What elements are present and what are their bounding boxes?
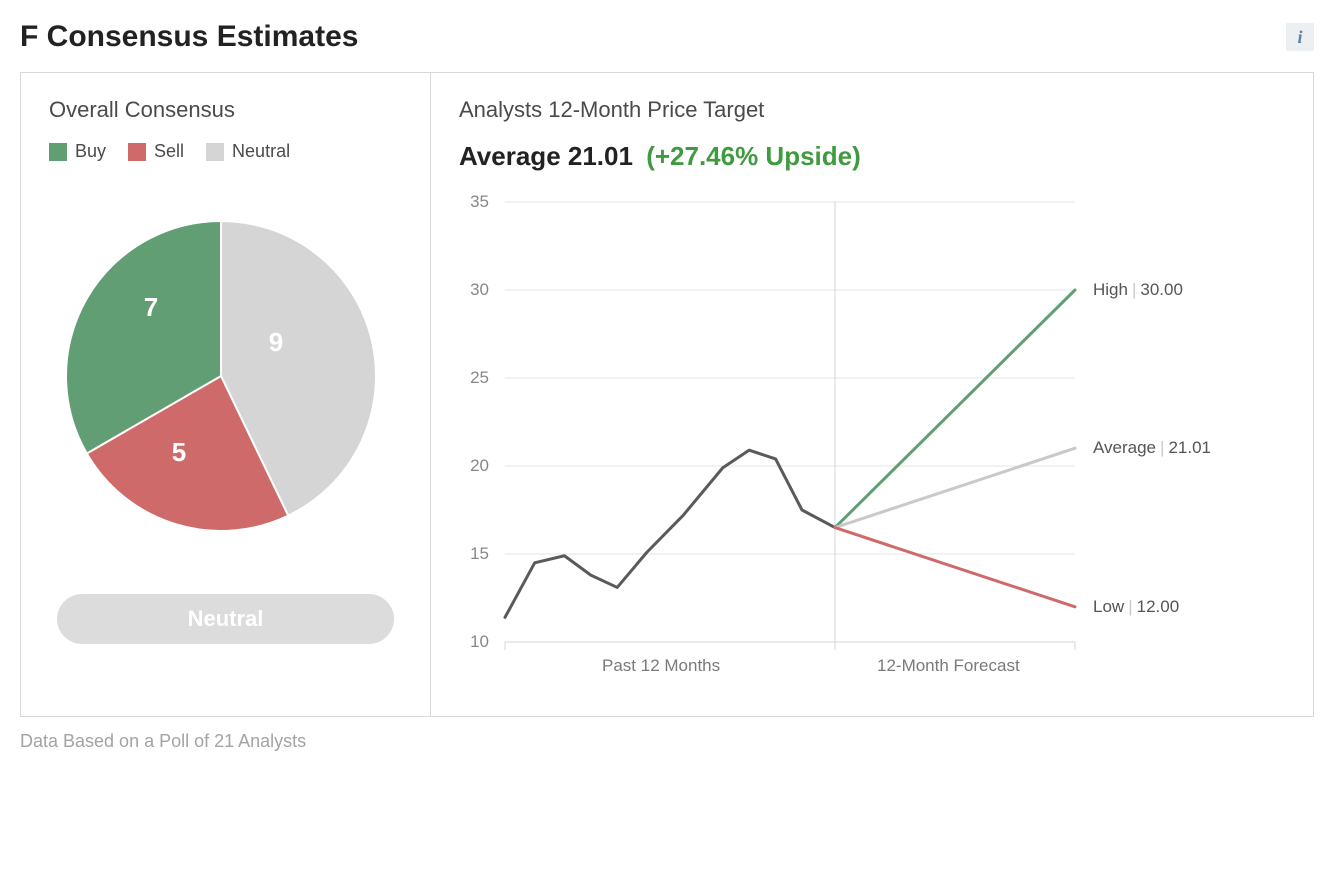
- average-value: Average 21.01: [459, 141, 633, 171]
- pie-slice-value: 9: [268, 327, 282, 357]
- consensus-legend: Buy Sell Neutral: [49, 141, 402, 162]
- legend-label: Buy: [75, 141, 106, 162]
- price-target-title: Analysts 12-Month Price Target: [459, 97, 1285, 123]
- panels: Overall Consensus Buy Sell Neutral 9 5 7 Neu…: [20, 72, 1314, 717]
- pie-slice-value: 5: [171, 437, 185, 467]
- x-section-label: Past 12 Months: [602, 656, 720, 676]
- x-section-label: 12-Month Forecast: [877, 656, 1020, 676]
- y-tick-label: 20: [459, 456, 489, 476]
- average-line: Average 21.01 (+27.46% Upside): [459, 141, 1285, 172]
- forecast-label: Average|21.01: [1093, 438, 1211, 458]
- page-title: F Consensus Estimates: [20, 20, 358, 54]
- forecast-chart: 10 15 20 25 30 35 High|30.00 Average|21.01 Low|1…: [459, 192, 1275, 688]
- price-target-panel: Analysts 12-Month Price Target Average 2…: [431, 73, 1313, 716]
- legend-swatch: [206, 143, 224, 161]
- y-tick-label: 30: [459, 280, 489, 300]
- info-icon[interactable]: i: [1286, 23, 1314, 51]
- legend-label: Neutral: [232, 141, 290, 162]
- forecast-label: Low|12.00: [1093, 597, 1179, 617]
- legend-label: Sell: [154, 141, 184, 162]
- y-tick-label: 35: [459, 192, 489, 212]
- legend-swatch: [128, 143, 146, 161]
- past-price-line: [505, 450, 835, 617]
- y-tick-label: 10: [459, 632, 489, 652]
- pie-slice-value: 7: [143, 292, 157, 322]
- forecast-line: [835, 528, 1075, 607]
- y-tick-label: 25: [459, 368, 489, 388]
- forecast-line: [835, 448, 1075, 527]
- legend-swatch: [49, 143, 67, 161]
- legend-item: Neutral: [206, 141, 290, 162]
- y-tick-label: 15: [459, 544, 489, 564]
- consensus-panel: Overall Consensus Buy Sell Neutral 9 5 7 Neu…: [21, 73, 431, 716]
- consensus-title: Overall Consensus: [49, 97, 402, 123]
- footer-note: Data Based on a Poll of 21 Analysts: [20, 731, 1314, 752]
- pie-chart: 9 5 7: [49, 186, 402, 566]
- upside-value: (+27.46% Upside): [646, 141, 861, 171]
- forecast-line: [835, 290, 1075, 528]
- legend-item: Sell: [128, 141, 184, 162]
- forecast-label: High|30.00: [1093, 280, 1183, 300]
- consensus-result-pill: Neutral: [57, 594, 394, 644]
- legend-item: Buy: [49, 141, 106, 162]
